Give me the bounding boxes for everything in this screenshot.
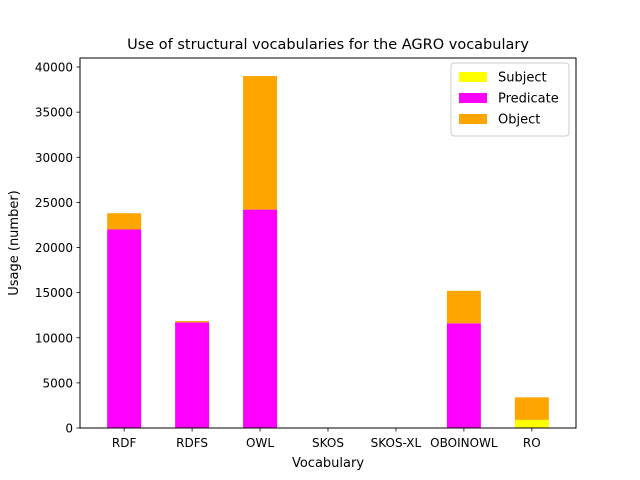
legend-label-subject: Subject: [498, 71, 547, 86]
bar-ro-object: [514, 397, 549, 420]
y-tick-label: 20000: [35, 241, 73, 255]
x-tick-label: RDF: [112, 436, 137, 450]
bar-rdf-object: [107, 213, 142, 230]
bar-rdfs-object: [175, 321, 210, 323]
legend-swatch-object: [459, 114, 487, 124]
x-tick-label: OWL: [246, 436, 274, 450]
legend: Subject Predicate Object: [450, 62, 570, 137]
legend-swatch-predicate: [459, 93, 487, 103]
bar-ro-subject: [514, 419, 549, 428]
y-axis-label: Usage (number): [7, 190, 22, 296]
y-tick-label: 5000: [42, 376, 73, 390]
y-tick-label: 0: [65, 422, 73, 436]
x-axis-ticks: RDF RDFS OWL SKOS SKOS-XL OBOINOWL RO: [112, 428, 541, 450]
bar-oboinowl-object: [446, 290, 481, 324]
bar-owl-predicate: [243, 209, 278, 428]
y-tick-label: 35000: [35, 106, 73, 120]
plot-frame: [79, 57, 577, 429]
x-tick-label: RDFS: [176, 436, 208, 450]
x-tick-label: SKOS: [312, 436, 344, 450]
bar-rdf-predicate: [107, 229, 142, 428]
x-tick-label: OBOINOWL: [430, 436, 498, 450]
x-axis-label: Vocabulary: [292, 456, 364, 471]
y-tick-label: 40000: [35, 61, 73, 75]
y-tick-label: 10000: [35, 331, 73, 345]
bar-rdfs-predicate: [175, 322, 210, 428]
bar-owl-object: [243, 76, 278, 210]
y-tick-label: 30000: [35, 151, 73, 165]
x-tick-label: RO: [523, 436, 541, 450]
bar-oboinowl-predicate: [446, 323, 481, 428]
legend-swatch-subject: [459, 72, 487, 82]
legend-label-predicate: Predicate: [498, 92, 559, 107]
chart-title: Use of structural vocabularies for the A…: [127, 37, 529, 53]
x-tick-label: SKOS-XL: [371, 436, 422, 450]
y-tick-label: 25000: [35, 196, 73, 210]
legend-label-object: Object: [498, 113, 540, 128]
bars-group: [107, 76, 549, 428]
y-axis-ticks: 0 5000 10000 15000 20000 25000 30000 35000 40000: [35, 61, 80, 436]
y-tick-label: 15000: [35, 286, 73, 300]
